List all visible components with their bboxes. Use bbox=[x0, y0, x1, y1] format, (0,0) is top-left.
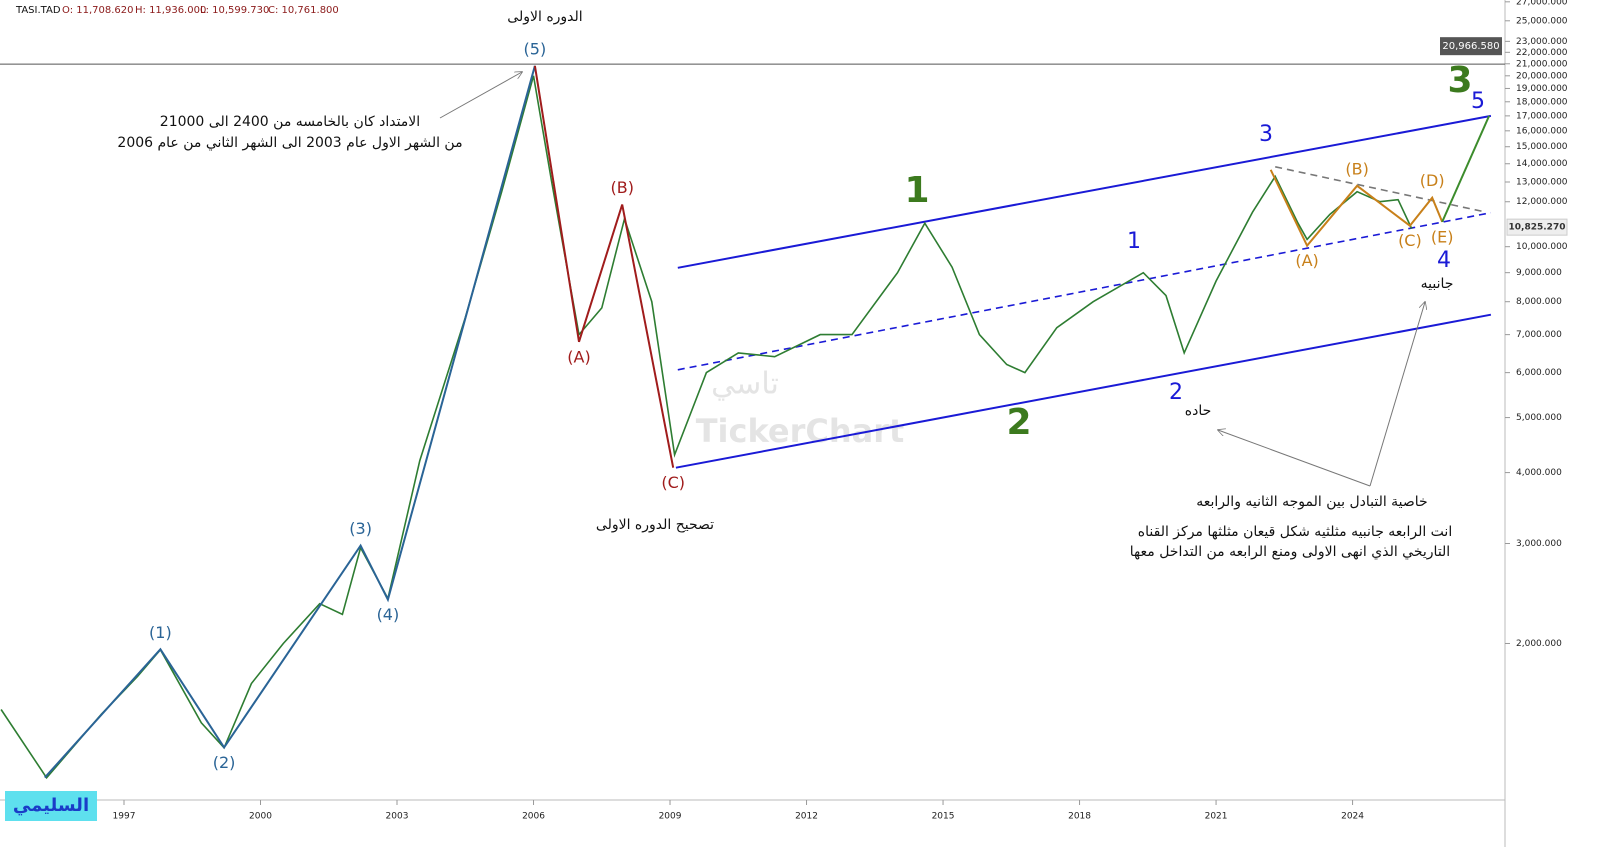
symbol: TASI.TAD bbox=[15, 5, 61, 16]
channel bbox=[677, 211, 1492, 371]
y-tick-label: 25,000.000 bbox=[1516, 16, 1568, 26]
arrow bbox=[439, 72, 522, 119]
y-tick-label: 7,000.000 bbox=[1516, 330, 1562, 340]
annotation: جانبيه bbox=[1421, 276, 1454, 292]
price-label: 20,966.580 bbox=[1442, 41, 1499, 52]
y-tick-label: 4,000.000 bbox=[1516, 468, 1562, 478]
wave-pivot-label: (A) bbox=[567, 347, 590, 366]
price-label: 10,825.270 bbox=[1509, 223, 1566, 233]
wave-line bbox=[44, 65, 536, 779]
price-label-box bbox=[1506, 218, 1568, 236]
annotation: التاريخي الذي انهى الاولى ومنع الرابعه م… bbox=[1130, 544, 1450, 560]
x-tick-label: 2003 bbox=[386, 812, 409, 822]
y-tick-label: 12,000.000 bbox=[1516, 197, 1568, 207]
y-tick-label: 3,000.000 bbox=[1516, 539, 1562, 549]
x-tick-label: 2018 bbox=[1068, 812, 1091, 822]
annotation: خاصية التبادل بين الموجه الثانيه والرابع… bbox=[1196, 494, 1427, 510]
x-tick-label: 2009 bbox=[659, 812, 682, 822]
ohlc: C: 10,761.800 bbox=[268, 5, 339, 16]
y-tick-label: 27,000.000 bbox=[1516, 0, 1568, 7]
wave-pivot-label: (A) bbox=[1295, 251, 1318, 270]
annotation: انت الرابعه جانبيه مثلثيه شكل قيعان مثلث… bbox=[1138, 524, 1452, 540]
x-tick-label: 1997 bbox=[113, 812, 136, 822]
x-tick-label: 2021 bbox=[1205, 812, 1228, 822]
marks bbox=[0, 1, 1510, 805]
wave-pivot-label: (C) bbox=[661, 473, 685, 492]
wave-pivot-label: (3) bbox=[349, 519, 372, 538]
author: السليمي bbox=[13, 795, 89, 816]
x-tick-label: 2024 bbox=[1341, 812, 1364, 822]
price-line bbox=[0, 75, 1413, 780]
annotation: من الشهر الاول عام 2003 الى الشهر الثاني… bbox=[117, 135, 462, 151]
wave-label: 3 bbox=[1259, 122, 1273, 147]
annotation: الامتداد كان بالخامسه من 2400 الى 21000 bbox=[160, 114, 420, 130]
arrow bbox=[1218, 430, 1371, 487]
wave-pivot-label: (5) bbox=[524, 39, 547, 58]
wave-line bbox=[533, 65, 675, 468]
x-tick-label: 2006 bbox=[522, 812, 545, 822]
wave-pivot-label: (1) bbox=[149, 623, 172, 642]
price-label-box bbox=[1440, 37, 1502, 56]
wave-label: 1 bbox=[1127, 229, 1141, 254]
channel bbox=[675, 313, 1492, 469]
wave-pivot-label: (2) bbox=[213, 753, 236, 772]
wave-line bbox=[1441, 115, 1491, 223]
wave-label: 2 bbox=[1006, 402, 1031, 443]
watermark: تاسي bbox=[711, 367, 779, 402]
y-tick-label: 19,000.000 bbox=[1516, 84, 1568, 94]
x-tick-label: 2015 bbox=[932, 812, 955, 822]
y-tick-label: 18,000.000 bbox=[1516, 97, 1568, 107]
ohlc: L: 10,599.730 bbox=[200, 5, 269, 16]
wave-pivot-label: (E) bbox=[1431, 227, 1454, 246]
y-tick-label: 13,000.000 bbox=[1516, 178, 1568, 188]
wave-pivot-label: (B) bbox=[611, 178, 634, 197]
y-tick-label: 20,000.000 bbox=[1516, 71, 1568, 81]
ohlc: O: 11,708.620 bbox=[62, 5, 134, 16]
y-tick-label: 15,000.000 bbox=[1516, 142, 1568, 152]
annotation: الدوره الاولى bbox=[507, 9, 582, 25]
y-tick-label: 23,000.000 bbox=[1516, 37, 1568, 47]
channel bbox=[677, 114, 1492, 269]
wave-pivot-label: (B) bbox=[1345, 159, 1368, 178]
x-tick-label: 2012 bbox=[795, 812, 818, 822]
wave-pivot-label: (4) bbox=[377, 605, 400, 624]
y-tick-label: 16,000.000 bbox=[1516, 126, 1568, 136]
wave-label: 1 bbox=[904, 170, 929, 211]
y-tick-label: 9,000.000 bbox=[1516, 268, 1562, 278]
arrow bbox=[1369, 302, 1425, 487]
annotation: تصحيح الدوره الاولى bbox=[596, 517, 714, 533]
wave-label: 5 bbox=[1471, 89, 1485, 114]
wave-pivot-label: (D) bbox=[1420, 171, 1445, 190]
y-tick-label: 21,000.000 bbox=[1516, 59, 1568, 69]
ohlc: H: 11,936.000 bbox=[135, 5, 206, 16]
x-tick-label: 2000 bbox=[249, 812, 272, 822]
y-tick-label: 2,000.000 bbox=[1516, 639, 1562, 649]
annotation: حاده bbox=[1185, 403, 1212, 419]
y-tick-label: 10,000.000 bbox=[1516, 242, 1568, 252]
wave-line bbox=[1269, 169, 1444, 248]
y-tick-label: 5,000.000 bbox=[1516, 413, 1562, 423]
wave-pivot-label: (C) bbox=[1398, 231, 1422, 250]
y-tick-label: 8,000.000 bbox=[1516, 297, 1562, 307]
y-tick-label: 6,000.000 bbox=[1516, 368, 1562, 378]
wave-label: 3 bbox=[1447, 60, 1472, 101]
header: TASI.TAD O: 11,708.620 H: 11,936.000 L: … bbox=[15, 5, 339, 16]
wave-label: 2 bbox=[1169, 380, 1183, 405]
y-tick-label: 17,000.000 bbox=[1516, 111, 1568, 121]
wave-label: 4 bbox=[1437, 248, 1451, 273]
y-tick-label: 14,000.000 bbox=[1516, 159, 1568, 169]
author-box bbox=[5, 791, 97, 821]
y-tick-label: 22,000.000 bbox=[1516, 48, 1568, 58]
